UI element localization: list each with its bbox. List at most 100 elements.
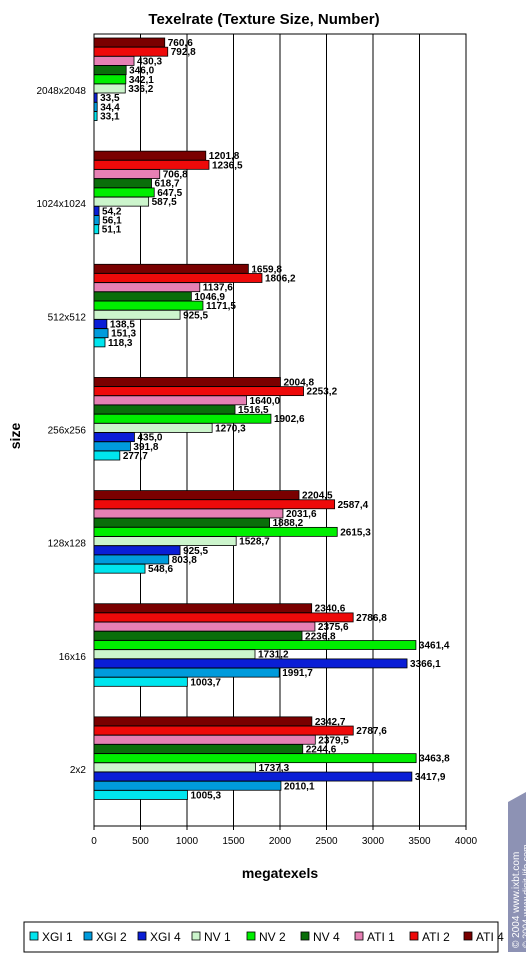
bar [93,205,100,216]
bar [93,612,354,623]
bar [93,65,127,75]
category-label: 2048x2048 [37,86,87,97]
chart-title: Texelrate (Texture Size, Number) [148,11,379,28]
data-label: 792,8 [171,47,196,58]
data-label: 342,1 [129,75,154,86]
legend-swatch [246,931,256,941]
bar [93,545,181,556]
data-label: 618,7 [155,179,180,190]
data-label: 430,3 [137,56,162,67]
bar [93,309,181,320]
data-label: 277,7 [123,451,148,462]
x-tick-label: 3500 [408,836,431,847]
data-label: 1806,2 [265,273,296,284]
bar [93,508,284,519]
data-label: 1991,7 [282,668,313,679]
bar [93,196,150,207]
bar [93,450,121,461]
data-label: 56,1 [102,216,122,227]
bar [93,319,108,329]
bar [93,771,413,782]
bar [93,224,100,235]
data-label: 1270,3 [215,423,246,434]
bar [93,386,304,397]
x-tick-label: 4000 [455,836,478,847]
y-axis-title: size [7,423,23,450]
bar [93,780,282,791]
data-label: 2204,5 [302,491,333,502]
data-label: 1659,8 [251,264,282,275]
data-label: 1528,7 [239,537,270,548]
category-label: 256x256 [48,426,87,437]
bar [93,37,166,48]
bar [93,291,192,302]
data-label: 2342,7 [315,717,346,728]
data-label: 2615,3 [340,527,371,538]
data-label: 2244,6 [306,744,337,755]
data-label: 1046,9 [194,292,225,303]
data-label: 3417,9 [415,772,446,783]
bar [93,490,300,500]
legend-label: NV 4 [313,930,340,944]
legend-swatch [137,931,147,941]
data-label: 1236,5 [212,160,243,171]
data-label: 346,0 [129,66,154,77]
data-label: 51,1 [102,225,122,236]
watermark-text-2: © 2004 www.digit-life.com [521,844,530,948]
data-label: 2787,6 [356,726,387,737]
data-label: 1737,3 [259,763,290,774]
data-label: 3463,8 [419,754,450,765]
data-label: 925,5 [183,310,208,321]
bar [93,640,417,650]
legend-swatch [409,931,419,941]
data-label: 587,5 [152,197,177,208]
data-label: 34,4 [100,102,120,113]
legend-swatch [300,931,310,941]
bar [93,554,170,565]
data-label: 803,8 [172,555,197,566]
data-label: 2253,2 [307,387,338,398]
bar [93,658,408,669]
data-label: 33,1 [100,112,120,123]
bar [93,328,109,339]
data-label: 706,8 [163,170,188,181]
bar [93,630,303,641]
legend-label: XGI 2 [96,930,127,944]
watermark-text-1: © 2004 www.ixbt.com [511,852,522,948]
bar [93,395,247,406]
bar [93,337,106,348]
data-label: 1201,8 [209,151,240,162]
data-label: 391,8 [133,442,158,453]
bar [93,178,152,189]
legend-label: NV 1 [204,930,231,944]
data-label: 3461,4 [419,641,450,652]
bar [93,790,188,800]
legend-label: XGI 4 [150,930,181,944]
data-label: 54,2 [102,206,122,217]
bar [93,282,201,293]
bar [93,603,313,614]
category-label: 512x512 [48,312,87,323]
bar [93,762,256,773]
data-label: 118,3 [108,338,133,349]
data-label: 760,6 [168,38,193,49]
bar [93,649,256,660]
x-tick-label: 0 [91,836,97,847]
data-label: 1888,2 [273,518,304,529]
legend-label: ATI 4 [476,930,504,944]
x-tick-label: 500 [132,836,149,847]
data-label: 1516,5 [238,405,269,416]
legend-box [23,921,499,953]
data-label: 1003,7 [190,677,221,688]
x-tick-label: 1000 [176,836,199,847]
data-label: 1902,6 [274,414,305,425]
legend-swatch [29,931,39,941]
legend: XGI 1 XGI 2 XGI 4 NV 1 NV 2 NV 4 ATI 1 ATI 2 ATI… [23,921,504,953]
legend-label: NV 2 [259,930,286,944]
bar [93,667,280,678]
plot-area: 760,6792,8430,3346,0342,1336,233,534,433… [93,33,467,827]
data-label: 435,0 [137,433,162,444]
bar [93,563,146,574]
bar [93,621,316,632]
legend-label: ATI 2 [422,930,450,944]
